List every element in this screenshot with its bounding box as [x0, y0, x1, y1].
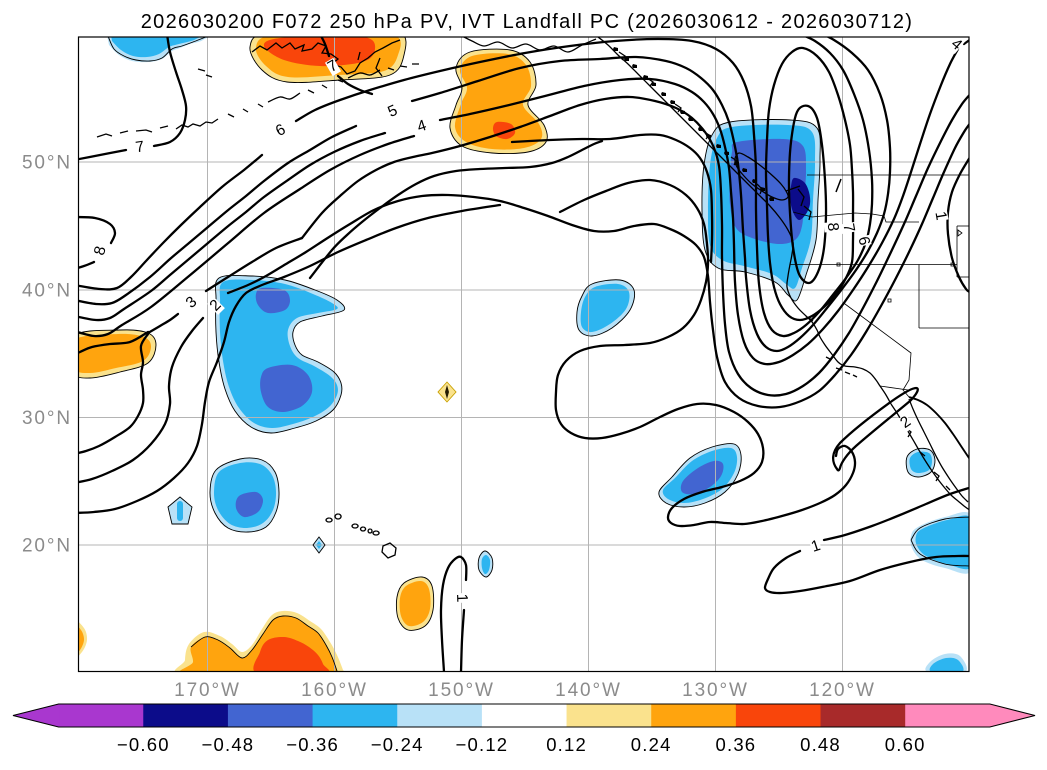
svg-text:7: 7 — [839, 222, 857, 233]
svg-text:40°N: 40°N — [22, 281, 72, 302]
svg-text:20°N: 20°N — [22, 536, 72, 557]
svg-text:120°W: 120°W — [809, 680, 876, 701]
svg-text:30°N: 30°N — [22, 408, 72, 429]
svg-text:130°W: 130°W — [682, 680, 749, 701]
svg-text:160°W: 160°W — [301, 680, 368, 701]
svg-text:−0.12: −0.12 — [455, 734, 508, 755]
svg-text:−0.36: −0.36 — [286, 734, 339, 755]
svg-text:−0.48: −0.48 — [201, 734, 254, 755]
svg-text:150°W: 150°W — [428, 680, 495, 701]
svg-text:170°W: 170°W — [174, 680, 241, 701]
svg-text:7: 7 — [134, 138, 145, 156]
svg-text:6: 6 — [854, 235, 872, 247]
svg-text:1: 1 — [931, 210, 949, 221]
svg-text:8: 8 — [824, 222, 842, 232]
svg-text:2026030200 F072 250 hPa PV, IV: 2026030200 F072 250 hPa PV, IVT Landfall… — [141, 11, 913, 33]
svg-text:−0.60: −0.60 — [117, 734, 170, 755]
svg-text:−0.24: −0.24 — [371, 734, 424, 755]
svg-text:0.60: 0.60 — [885, 734, 926, 755]
svg-text:0.24: 0.24 — [631, 734, 672, 755]
svg-text:50°N: 50°N — [22, 153, 72, 174]
svg-text:0.36: 0.36 — [715, 734, 756, 755]
svg-text:0.48: 0.48 — [800, 734, 841, 755]
svg-text:1: 1 — [453, 593, 470, 602]
svg-text:0.12: 0.12 — [546, 734, 587, 755]
svg-text:140°W: 140°W — [555, 680, 622, 701]
svg-text:8: 8 — [91, 244, 110, 257]
